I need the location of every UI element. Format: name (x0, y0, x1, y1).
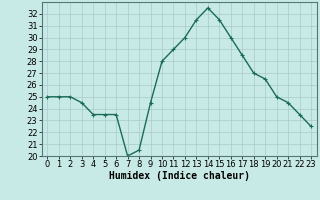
X-axis label: Humidex (Indice chaleur): Humidex (Indice chaleur) (109, 171, 250, 181)
